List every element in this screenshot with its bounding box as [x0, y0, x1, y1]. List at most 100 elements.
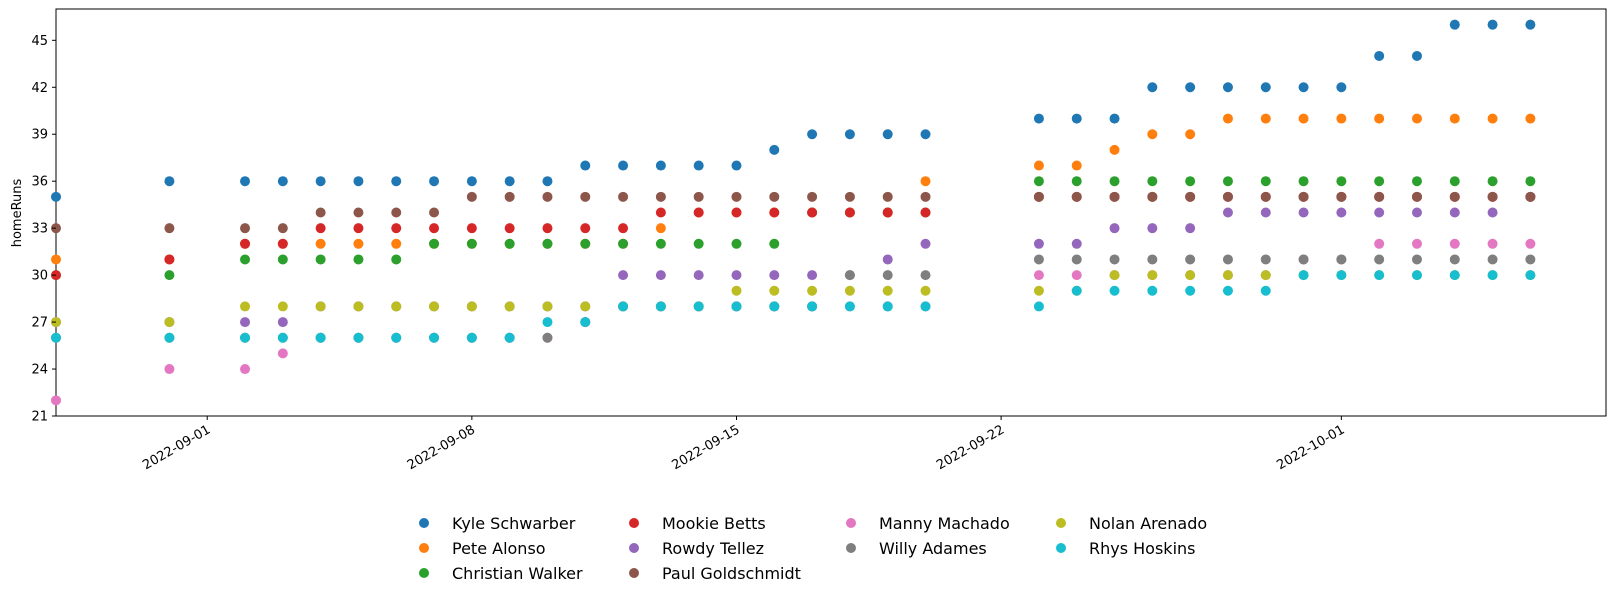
- data-point: [466, 301, 477, 312]
- data-point: [1411, 113, 1422, 124]
- data-point: [240, 317, 251, 328]
- legend-item: Paul Goldschmidt: [629, 564, 801, 583]
- data-point: [315, 238, 326, 249]
- legend-label: Christian Walker: [452, 564, 583, 583]
- data-point: [844, 191, 855, 202]
- data-point: [277, 301, 288, 312]
- legend-marker: [846, 543, 856, 553]
- y-tick-label: 39: [31, 128, 48, 143]
- data-point: [693, 238, 704, 249]
- data-point: [655, 223, 666, 234]
- data-point: [882, 254, 893, 265]
- data-point: [1411, 207, 1422, 218]
- legend-item: Manny Machado: [846, 514, 1010, 533]
- data-point: [618, 223, 629, 234]
- legend-label: Paul Goldschmidt: [662, 564, 801, 583]
- data-point: [693, 207, 704, 218]
- data-point: [1449, 270, 1460, 281]
- data-point: [618, 238, 629, 249]
- legend-label: Nolan Arenado: [1089, 514, 1207, 533]
- data-point: [1033, 270, 1044, 281]
- data-point: [51, 395, 61, 406]
- data-point: [1411, 254, 1422, 265]
- data-point: [920, 129, 931, 140]
- data-point: [1449, 207, 1460, 218]
- data-point: [1147, 176, 1158, 187]
- data-point: [1374, 254, 1385, 265]
- data-point: [693, 270, 704, 281]
- data-point: [655, 238, 666, 249]
- data-point: [1147, 82, 1158, 93]
- data-point: [1222, 285, 1233, 296]
- data-point: [1147, 254, 1158, 265]
- data-point: [1222, 254, 1233, 265]
- data-point: [429, 301, 440, 312]
- data-point: [315, 301, 326, 312]
- data-point: [769, 238, 780, 249]
- series-willy-adames: [51, 254, 1536, 343]
- y-tick-label: 27: [31, 316, 48, 331]
- data-point: [1374, 238, 1385, 249]
- data-point: [1147, 191, 1158, 202]
- y-tick-label: 45: [31, 34, 48, 49]
- data-point: [1033, 160, 1044, 171]
- data-point: [1185, 191, 1196, 202]
- data-point: [240, 364, 251, 375]
- data-point: [1147, 129, 1158, 140]
- legend-item: Nolan Arenado: [1056, 514, 1207, 533]
- data-point: [731, 270, 742, 281]
- legend-item: Willy Adames: [846, 539, 987, 558]
- data-point: [731, 191, 742, 202]
- legend: Kyle Schwarber Pete Alonso Christian Walke…: [419, 514, 1207, 583]
- data-point: [807, 285, 818, 296]
- data-point: [1033, 238, 1044, 249]
- data-point: [1298, 270, 1309, 281]
- data-point: [164, 270, 175, 281]
- data-point: [1109, 270, 1120, 281]
- legend-marker: [629, 543, 639, 553]
- legend-marker: [419, 518, 429, 528]
- data-point: [1033, 113, 1044, 124]
- legend-item: Mookie Betts: [629, 514, 766, 533]
- data-point: [164, 332, 175, 343]
- data-point: [655, 191, 666, 202]
- data-point: [1374, 207, 1385, 218]
- data-point: [315, 254, 326, 265]
- data-point: [391, 176, 402, 187]
- data-point: [391, 223, 402, 234]
- data-point: [769, 270, 780, 281]
- data-point: [580, 238, 591, 249]
- data-point: [429, 176, 440, 187]
- data-point: [1109, 223, 1120, 234]
- data-point: [882, 285, 893, 296]
- data-point: [1336, 254, 1347, 265]
- data-point: [580, 191, 591, 202]
- data-point: [1109, 113, 1120, 124]
- data-point: [769, 144, 780, 155]
- data-point: [504, 191, 515, 202]
- data-point: [1336, 191, 1347, 202]
- data-point: [1525, 191, 1536, 202]
- data-point: [1109, 254, 1120, 265]
- data-point: [240, 332, 251, 343]
- data-point: [1109, 191, 1120, 202]
- data-point: [429, 223, 440, 234]
- data-point: [391, 238, 402, 249]
- data-point: [315, 332, 326, 343]
- x-axis-ticks: 2022-09-01 2022-09-08 2022-09-15 2022-09-22…: [140, 416, 1347, 473]
- data-point: [1525, 113, 1536, 124]
- data-point: [1298, 113, 1309, 124]
- data-point: [542, 301, 553, 312]
- data-point: [1260, 207, 1271, 218]
- data-point: [51, 254, 61, 265]
- data-point: [1449, 19, 1460, 30]
- data-point: [1374, 191, 1385, 202]
- data-point: [655, 301, 666, 312]
- data-point: [240, 254, 251, 265]
- data-point: [1487, 191, 1498, 202]
- data-point: [1411, 191, 1422, 202]
- x-tick-label: 2022-09-01: [140, 422, 213, 473]
- data-point: [693, 301, 704, 312]
- legend-label: Kyle Schwarber: [452, 514, 576, 533]
- data-point: [164, 223, 175, 234]
